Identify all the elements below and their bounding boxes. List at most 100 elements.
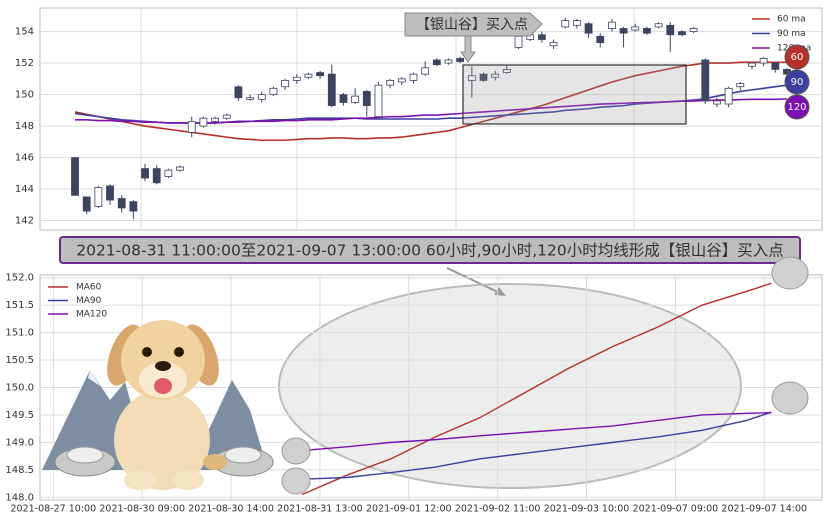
legend-label: MA90	[76, 296, 102, 306]
y-tick-label: 148.5	[5, 465, 34, 476]
legend-label: 60 ma	[777, 15, 806, 25]
candle-body	[491, 73, 500, 78]
ma-badge-label: 60	[791, 52, 804, 63]
banner-arrow-head	[494, 287, 506, 296]
ma-badge-label: 90	[791, 77, 804, 88]
y-tick-label: 152.0	[5, 273, 34, 284]
legend-label: MA60	[76, 283, 102, 293]
candle-body	[748, 62, 756, 67]
candle-body	[666, 24, 675, 36]
banner-box	[59, 236, 801, 264]
y-tick-label: 152	[15, 58, 34, 69]
candle-body	[152, 168, 161, 184]
candle-body	[187, 120, 196, 133]
ma-line	[302, 412, 772, 452]
down-arrow	[460, 35, 476, 63]
candle-body	[339, 94, 348, 103]
candle-body	[771, 62, 780, 70]
candle-body	[386, 80, 395, 86]
ma-line	[301, 282, 772, 496]
candle-body	[351, 95, 360, 103]
ma-badge	[784, 44, 810, 70]
x-tick-label: 2021-08-30 14:00	[188, 504, 274, 515]
candle-body	[432, 59, 441, 66]
bottom-layer: 148.0 148.5 149.0 149.5 150.0 150.5 151.0 151.5…	[5, 273, 822, 515]
candle-body	[281, 80, 290, 88]
candle-body	[362, 91, 371, 107]
candle-body	[292, 76, 301, 81]
x-tick-label: 2021-08-27 10:00	[11, 504, 97, 515]
ma-badge	[784, 94, 810, 120]
banner-arrow	[446, 267, 503, 295]
candle-body	[467, 75, 476, 81]
y-tick-label: 148.0	[5, 492, 34, 503]
candle-body	[759, 57, 768, 64]
candle-body	[572, 20, 581, 26]
candle-body	[444, 59, 453, 64]
y-tick-label: 148	[15, 121, 34, 132]
candle-body	[421, 67, 430, 75]
candle-body	[246, 97, 254, 100]
candle-body	[713, 100, 721, 105]
candle-body	[689, 28, 698, 33]
x-tick-label: 2021-09-03 10:00	[544, 504, 630, 515]
x-tick-label: 2021-08-31 13:00	[277, 504, 363, 515]
y-tick-label: 151.5	[5, 300, 34, 311]
legend-label: MA120	[76, 310, 107, 320]
candle-body	[608, 21, 616, 29]
candle-body	[176, 166, 184, 171]
y-tick-label: 149.0	[5, 437, 34, 448]
annotation-arrow	[404, 12, 543, 37]
x-tick-label: 2021-09-07 14:00	[721, 504, 807, 515]
candle-body	[736, 83, 745, 88]
candle-body	[701, 59, 710, 102]
candle-body	[724, 87, 733, 105]
highlight-ellipse	[278, 283, 742, 489]
candle-body	[106, 185, 114, 201]
candle-body	[631, 26, 640, 31]
candle-body	[71, 157, 79, 196]
y-tick-label: 154	[15, 27, 34, 38]
candle-body	[199, 117, 208, 127]
ma-badge	[784, 69, 810, 95]
candle-body	[222, 114, 231, 119]
y-tick-label: 142	[15, 216, 34, 227]
x-tick-label: 2021-08-30 09:00	[99, 504, 185, 515]
ma-line	[302, 411, 772, 480]
candle-body	[94, 187, 103, 207]
x-tick-label: 2021-09-07 09:00	[633, 504, 719, 515]
decoration	[42, 256, 809, 495]
candle-body	[269, 87, 278, 95]
y-tick-label: 150.0	[5, 383, 34, 394]
candle-body	[409, 73, 418, 81]
candle-body	[561, 20, 570, 28]
ma-badge-label: 120	[787, 102, 806, 113]
candle-body	[327, 73, 336, 107]
candle-body	[234, 86, 243, 99]
candle-body	[141, 168, 149, 179]
candle-body	[374, 84, 383, 118]
candle-body	[584, 23, 593, 34]
candle-body	[316, 72, 325, 77]
candle-body	[304, 73, 313, 78]
candle-body	[678, 31, 686, 36]
candle-body	[596, 35, 605, 44]
candle-body	[479, 73, 488, 81]
candle-body	[456, 57, 465, 62]
candle-body	[514, 35, 523, 48]
candle-body	[211, 117, 219, 122]
y-tick-label: 144	[15, 184, 34, 195]
candle-body	[397, 78, 406, 83]
candle-body	[117, 198, 126, 209]
candle-body	[643, 28, 651, 34]
legend-label: 90 ma	[777, 29, 806, 39]
y-tick-label: 150	[15, 90, 34, 101]
annotation-text: 【银山谷】买入点	[416, 17, 528, 33]
y-tick-label: 149.5	[5, 410, 34, 421]
candle-body	[82, 196, 91, 212]
y-tick-label: 150.5	[5, 355, 34, 366]
banner-text: 2021-08-31 11:00:00至2021-09-07 13:00:00 …	[76, 242, 784, 260]
y-tick-label: 146	[15, 153, 34, 164]
candle-body	[619, 28, 628, 34]
